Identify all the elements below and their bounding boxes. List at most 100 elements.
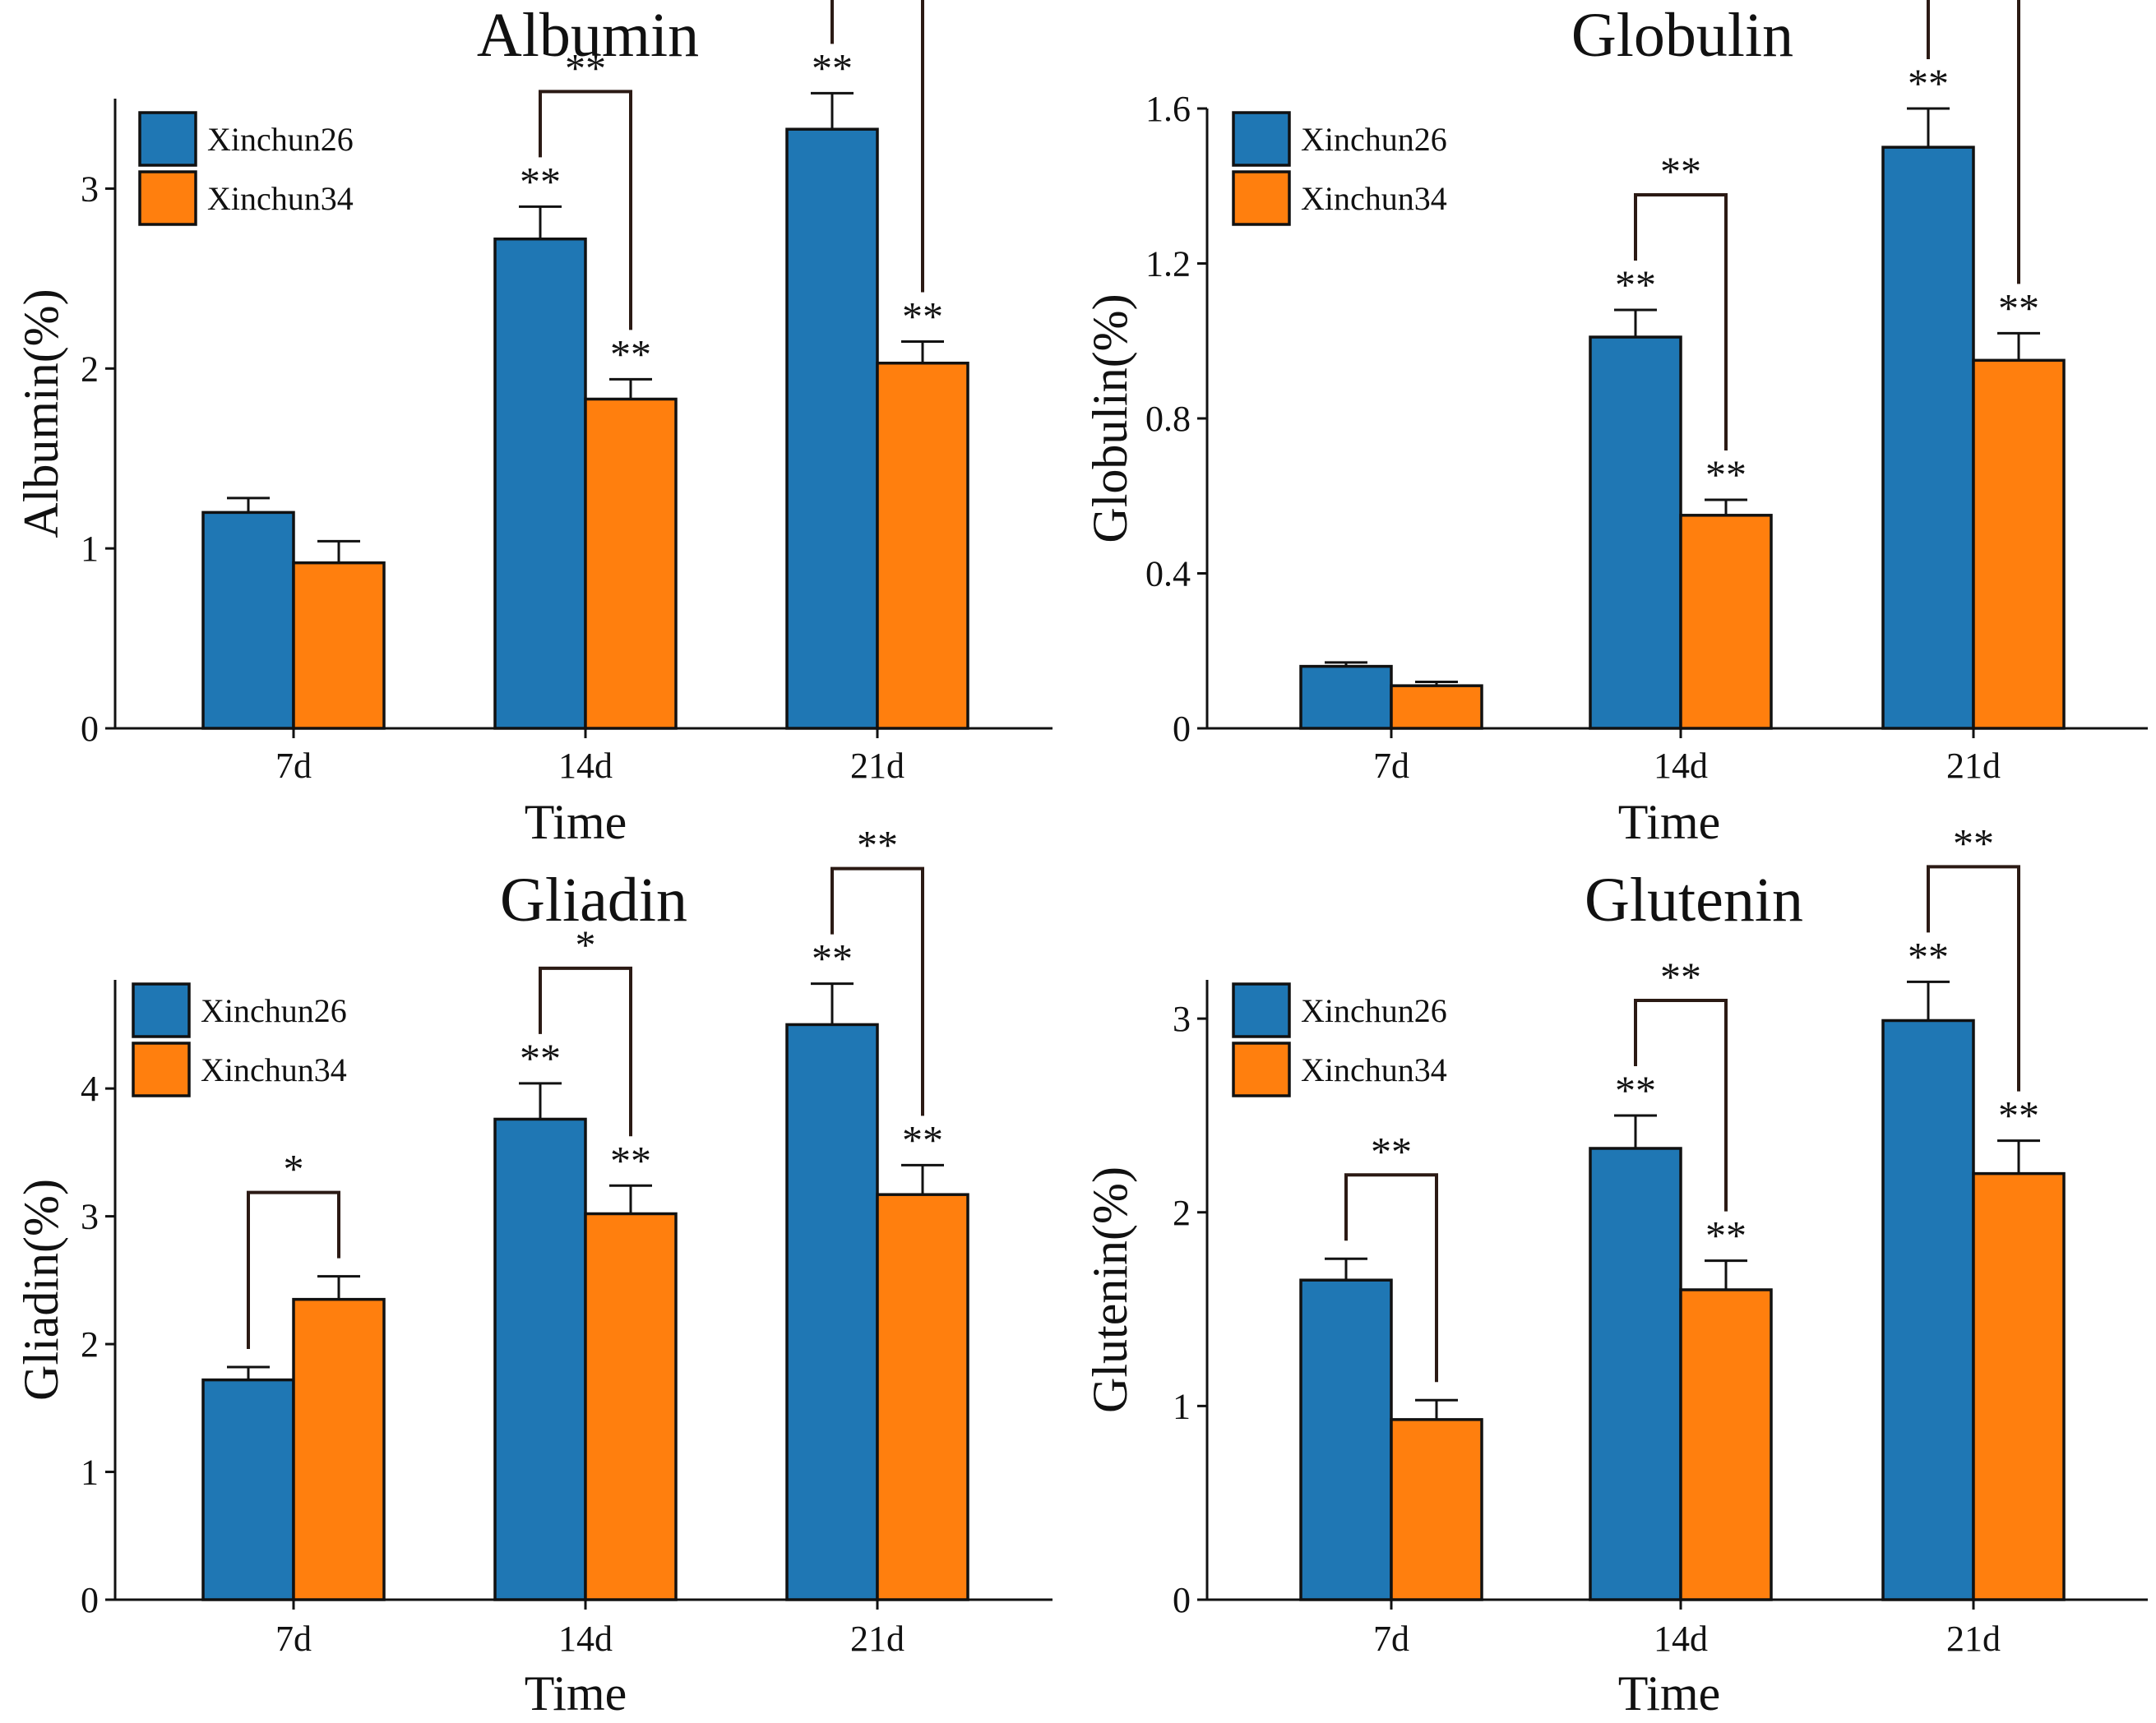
gliadin-legend-label: Xinchun34: [201, 1051, 347, 1088]
albumin-title: Albumin: [477, 1, 699, 70]
globulin-comparison-marker: **: [1660, 148, 1701, 194]
gliadin-y-tick-label: 0: [81, 1580, 99, 1620]
globulin-bar-xinchun34: [1390, 684, 1483, 730]
globulin-x-tick-label: 21d: [1946, 746, 2001, 786]
glutenin-comparison-bracket: [1634, 998, 1728, 1212]
albumin-comparison-marker: **: [565, 44, 606, 90]
albumin-x-axis-title: Time: [525, 795, 627, 849]
gliadin-x-tick-label: 7d: [275, 1619, 312, 1659]
albumin-significance-marker: **: [610, 330, 651, 376]
globulin-y-tick-label: 0.8: [1145, 399, 1191, 439]
gliadin-comparison-bracket: [539, 966, 632, 1137]
globulin-x-axis-title: Time: [1618, 795, 1721, 849]
albumin-legend-label: Xinchun26: [207, 121, 354, 158]
globulin-bar-xinchun34: [1972, 358, 2066, 730]
gliadin-comparison-bracket: [830, 866, 924, 1116]
glutenin-legend: Xinchun26 Xinchun34: [1232, 982, 1447, 1097]
gliadin-bar-xinchun34: [584, 1212, 678, 1601]
globulin-legend: Xinchun26 Xinchun34: [1232, 111, 1447, 226]
glutenin-y-tick-label: 3: [1173, 999, 1191, 1039]
glutenin-legend-swatch-xinchun26: [1232, 982, 1291, 1038]
gliadin-y-tick-label: 1: [81, 1453, 99, 1493]
gliadin-legend-swatch-xinchun34: [132, 1042, 191, 1097]
albumin-x-tick-label: 21d: [850, 746, 905, 786]
glutenin-bar-xinchun34: [1679, 1288, 1773, 1601]
albumin-y-tick-label: 3: [81, 169, 99, 209]
gliadin-bar-xinchun34: [292, 1297, 386, 1601]
globulin-x-tick-label: 14d: [1654, 746, 1708, 786]
globulin-bar-xinchun26: [1299, 664, 1393, 730]
albumin-x-tick-label: 14d: [558, 746, 613, 786]
globulin-comparison-bracket: [1634, 193, 1728, 450]
albumin-y-axis-title: Albumin(%): [14, 289, 68, 538]
gliadin-legend-swatch-xinchun26: [132, 982, 191, 1038]
albumin-legend-swatch-xinchun26: [138, 111, 197, 167]
glutenin-significance-marker: **: [1908, 933, 1949, 979]
gliadin-bar-xinchun34: [876, 1193, 969, 1601]
glutenin-y-tick-label: 2: [1173, 1193, 1191, 1233]
albumin-bar-xinchun34: [876, 361, 969, 730]
globulin-bar-xinchun26: [1589, 335, 1682, 730]
glutenin-bar-xinchun34: [1390, 1418, 1483, 1601]
gliadin-significance-marker: **: [520, 1035, 561, 1081]
gliadin-x-axis-title: Time: [525, 1666, 627, 1721]
albumin-bar-xinchun26: [785, 127, 879, 730]
gliadin-legend-label: Xinchun26: [201, 992, 347, 1029]
albumin-significance-marker: **: [812, 44, 853, 90]
albumin-bar-xinchun26: [493, 237, 587, 730]
glutenin-y-tick-label: 1: [1173, 1386, 1191, 1426]
glutenin-significance-marker: **: [1998, 1092, 2039, 1139]
glutenin-bar-xinchun26: [1299, 1278, 1393, 1601]
globulin-x-tick-label: 7d: [1373, 746, 1409, 786]
gliadin-comparison-bracket: [247, 1190, 340, 1350]
globulin-significance-marker: **: [1615, 261, 1656, 307]
globulin-panel: Globulin Globulin(%) Time 0 0.4 0.8 1.2 1.6 7d 14…: [1083, 0, 2148, 849]
globulin-bar-xinchun34: [1679, 514, 1773, 730]
globulin-legend-swatch-xinchun34: [1232, 170, 1291, 226]
globulin-y-tick-label: 1.2: [1145, 244, 1191, 284]
gliadin-bar-xinchun26: [785, 1023, 879, 1601]
globulin-y-tick-label: 0.4: [1145, 554, 1191, 594]
glutenin-title: Glutenin: [1585, 866, 1803, 935]
glutenin-bar-xinchun26: [1589, 1147, 1682, 1601]
glutenin-x-tick-label: 21d: [1946, 1619, 2001, 1659]
glutenin-panel: Glutenin Glutenin(%) Time 0 1 2 3 7d 14d 21d ** ** *…: [1083, 820, 2148, 1721]
globulin-y-tick-label: 0: [1173, 709, 1191, 749]
albumin-comparison-bracket: [830, 0, 924, 293]
gliadin-y-tick-label: 3: [81, 1197, 99, 1237]
glutenin-legend-label: Xinchun34: [1301, 1051, 1447, 1088]
glutenin-bar-xinchun34: [1972, 1171, 2066, 1601]
gliadin-x-tick-label: 21d: [850, 1619, 905, 1659]
glutenin-comparison-bracket: [1927, 865, 2020, 1092]
albumin-x-tick-label: 7d: [275, 746, 312, 786]
gliadin-significance-marker: **: [812, 935, 853, 982]
albumin-bar-xinchun26: [201, 510, 295, 730]
gliadin-bar-xinchun26: [493, 1117, 587, 1601]
glutenin-x-axis-title: Time: [1618, 1666, 1721, 1721]
globulin-legend-label: Xinchun26: [1301, 121, 1447, 158]
gliadin-comparison-marker: *: [284, 1146, 304, 1192]
glutenin-comparison-marker: **: [1371, 1128, 1412, 1174]
albumin-legend-swatch-xinchun34: [138, 170, 197, 226]
globulin-significance-marker: **: [1705, 451, 1747, 497]
glutenin-legend-swatch-xinchun34: [1232, 1042, 1291, 1097]
gliadin-significance-marker: **: [610, 1137, 651, 1183]
glutenin-comparison-marker: **: [1660, 954, 1701, 1000]
globulin-y-axis-title: Globulin(%): [1083, 293, 1137, 543]
globulin-y-tick-label: 1.6: [1145, 89, 1191, 129]
globulin-title: Globulin: [1571, 1, 1793, 70]
glutenin-comparison-bracket: [1344, 1173, 1438, 1383]
globulin-bar-xinchun26: [1881, 146, 1975, 730]
globulin-significance-marker: **: [1908, 60, 1949, 106]
albumin-y-tick-label: 2: [81, 349, 99, 389]
glutenin-x-tick-label: 14d: [1654, 1619, 1708, 1659]
albumin-significance-marker: **: [902, 293, 943, 339]
gliadin-significance-marker: **: [902, 1116, 943, 1162]
glutenin-bar-xinchun26: [1881, 1019, 1975, 1601]
gliadin-comparison-marker: **: [857, 822, 898, 868]
albumin-bar-xinchun34: [292, 561, 386, 730]
albumin-y-tick-label: 1: [81, 529, 99, 569]
albumin-bar-xinchun34: [584, 397, 678, 730]
glutenin-legend-label: Xinchun26: [1301, 992, 1447, 1029]
